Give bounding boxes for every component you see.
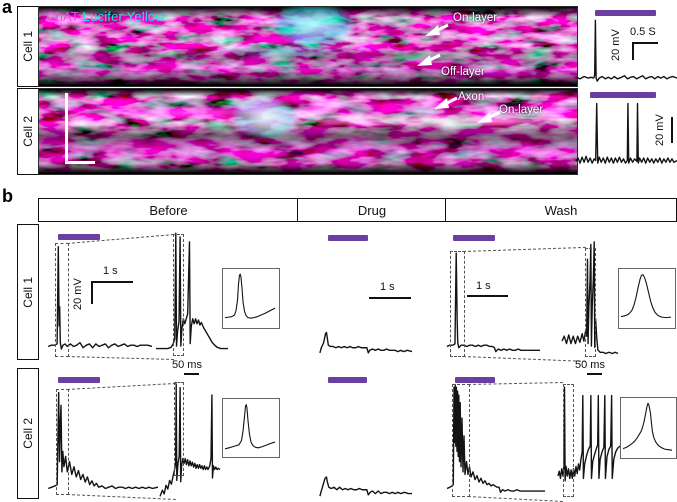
axon-annotation: Axon [458,91,485,103]
cell1-before-vscale-label: 20 mV [72,278,84,310]
cell1-before-ms-label: 50 ms [172,359,202,371]
zoom-region-box [450,251,465,357]
panel-b-cell1-row-label: Cell 1 [21,276,35,308]
cell1-vscale-bar [632,42,634,60]
cell2-vscale-bar [671,117,673,143]
on-layer-annotation-cell2: On-layer [499,104,544,116]
spike-waveform [225,401,275,453]
cell1-before-hscale-label: 1 s [103,265,118,277]
axon-arrow-icon [434,96,458,109]
cell1-vscale-label: 20 mV [610,29,622,61]
column-header-wash: Wash [445,198,677,222]
cell1-micrograph: ChAT Lucifer Yellow On-layer Off-layer [38,6,578,87]
panel-a-cell1-row-label: Cell 1 [21,31,35,62]
stain-lucifer-label: Lucifer Yellow [82,9,165,24]
cell1-before-hscale-bar [91,281,133,283]
cell2-drug-trace [318,372,412,500]
off-layer-arrow-icon [417,53,441,66]
cell1-before-zoom-trace [156,232,228,356]
cell2-vscale-label: 20 mV [654,114,666,146]
stain-chat-label: ChAT [46,9,79,24]
zoom-spike-box [173,234,184,356]
scalebar-vertical-white [65,93,68,163]
stim-bar [58,234,100,240]
cell1-drug-hscale-bar [369,297,411,299]
stim-bar [328,377,367,383]
cell1-wash-hscale-bar [467,295,508,297]
column-header-wash-text: Wash [544,202,578,218]
panel-b-cell1-row-label-box: Cell 1 [17,224,39,360]
off-layer-annotation: Off-layer [441,66,485,78]
panel-b-cell2-row-label-box: Cell 2 [17,368,39,499]
cell1-wash-ms-label: 50 ms [575,359,605,371]
stim-bar [595,10,656,16]
panel-a-cell1-row-label-box: Cell 1 [17,6,39,87]
zoom-spike-box [563,384,574,497]
column-header-drug: Drug [297,198,447,222]
cell2-wash-trace [445,372,545,500]
zoom-region-box [452,384,470,497]
panel-a-cell2-row-label-box: Cell 2 [17,88,39,175]
cell1-drug-trace [318,230,412,358]
cell2-voltage-trace [576,90,677,175]
on-layer-arrow-icon [425,23,449,36]
cell1-wash-hscale-label: 1 s [476,280,491,292]
stim-bar [590,92,656,98]
cell1-wash-zoom-trace [562,232,618,356]
on-layer-annotation-cell1: On-layer [453,12,498,24]
spike-inset-cell2-wash [620,397,677,459]
cell1-wash-ms-bar [587,373,602,375]
spike-waveform [623,400,672,454]
cell1-before-ms-bar [184,373,199,375]
cell1-before-trace [46,230,152,358]
zoom-spike-box [174,382,184,476]
zoom-region-box [56,389,69,495]
column-header-drug-text: Drug [357,202,387,218]
cell1-wash-trace [445,230,540,358]
cell2-before-zoom-trace [160,378,220,500]
column-header-before: Before [38,198,299,222]
cell2-before-trace [46,372,158,500]
stim-bar [328,235,368,241]
zoom-spike-box [585,248,596,357]
scalebar-horizontal-white [65,161,95,164]
panel-a-cell2-row-label: Cell 2 [21,116,35,147]
stim-bar [455,377,495,383]
cell1-drug-hscale-label: 1 s [380,281,395,293]
cell2-wash-zoom-trace [558,380,620,500]
spike-waveform [225,271,275,324]
spike-inset-cell2-before [222,398,280,458]
zoom-region-box [55,243,69,357]
cell1-voltage-trace [576,8,677,85]
panel-b-label: b [2,186,13,206]
cell2-tissue-texture [39,89,577,174]
cell2-micrograph: Axon On-layer [38,88,578,175]
spike-inset-cell1-before [222,268,280,329]
stim-bar [453,235,495,241]
panel-b-cell2-row-label: Cell 2 [21,418,35,449]
spike-waveform [621,271,671,324]
cell1-before-vscale-bar [91,281,93,304]
panel-a-label: a [2,0,13,17]
column-header-before-text: Before [149,202,188,218]
stim-bar [58,377,100,383]
spike-inset-cell1-wash [618,268,676,329]
cell1-hscale-bar [632,42,658,44]
cell1-hscale-label: 0.5 S [630,26,656,38]
stain-legend: ChAT Lucifer Yellow [46,9,165,24]
on-layer-arrow-icon-cell2 [477,110,501,123]
